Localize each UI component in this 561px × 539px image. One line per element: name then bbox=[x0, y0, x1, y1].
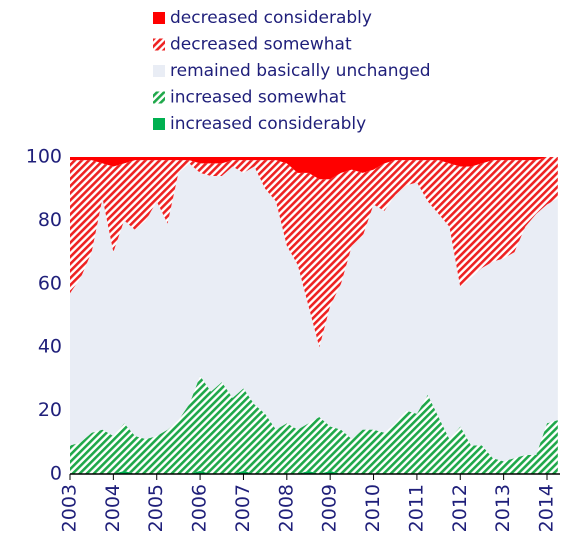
legend-swatch bbox=[153, 118, 165, 130]
y-tick-label: 0 bbox=[50, 463, 62, 485]
legend-label: decreased somewhat bbox=[170, 35, 352, 55]
legend-label: increased considerably bbox=[170, 114, 366, 134]
axes: 0 20 40 60 80 100 2003 2004 2005 2006 2007 2008 2009… bbox=[26, 146, 560, 532]
x-tick-label: 2013 bbox=[492, 484, 514, 532]
legend-swatch bbox=[153, 65, 165, 77]
y-tick-label: 40 bbox=[38, 336, 62, 358]
legend-label: remained basically unchanged bbox=[170, 61, 431, 81]
area bbox=[70, 157, 558, 348]
area bbox=[70, 157, 558, 180]
y-tick-label: 80 bbox=[38, 209, 62, 231]
y-tick-label: 100 bbox=[26, 146, 62, 168]
area bbox=[70, 163, 558, 462]
y-tick-label: 60 bbox=[38, 272, 62, 294]
y-tick-label: 20 bbox=[38, 399, 62, 421]
x-tick-label: 2003 bbox=[59, 484, 81, 532]
x-tick-label: 2010 bbox=[362, 484, 384, 532]
legend-swatch bbox=[153, 91, 165, 104]
legend: increased considerably increased somewhat… bbox=[153, 8, 431, 134]
x-tick-label: 2011 bbox=[405, 484, 427, 532]
plot-area bbox=[70, 157, 558, 474]
x-tick-label: 2007 bbox=[232, 484, 254, 532]
legend-swatch bbox=[153, 38, 165, 51]
legend-label: decreased considerably bbox=[170, 8, 372, 28]
x-tick-label: 2009 bbox=[319, 484, 341, 532]
area bbox=[70, 375, 558, 474]
x-tick-label: 2008 bbox=[275, 484, 297, 532]
x-tick-label: 2004 bbox=[102, 484, 124, 532]
x-tick-label: 2014 bbox=[535, 484, 557, 532]
x-tick-label: 2006 bbox=[189, 484, 211, 532]
legend-label: increased somewhat bbox=[170, 88, 346, 108]
x-tick-label: 2005 bbox=[145, 484, 167, 532]
x-tick-label: 2012 bbox=[449, 484, 471, 532]
legend-swatch bbox=[153, 12, 165, 24]
